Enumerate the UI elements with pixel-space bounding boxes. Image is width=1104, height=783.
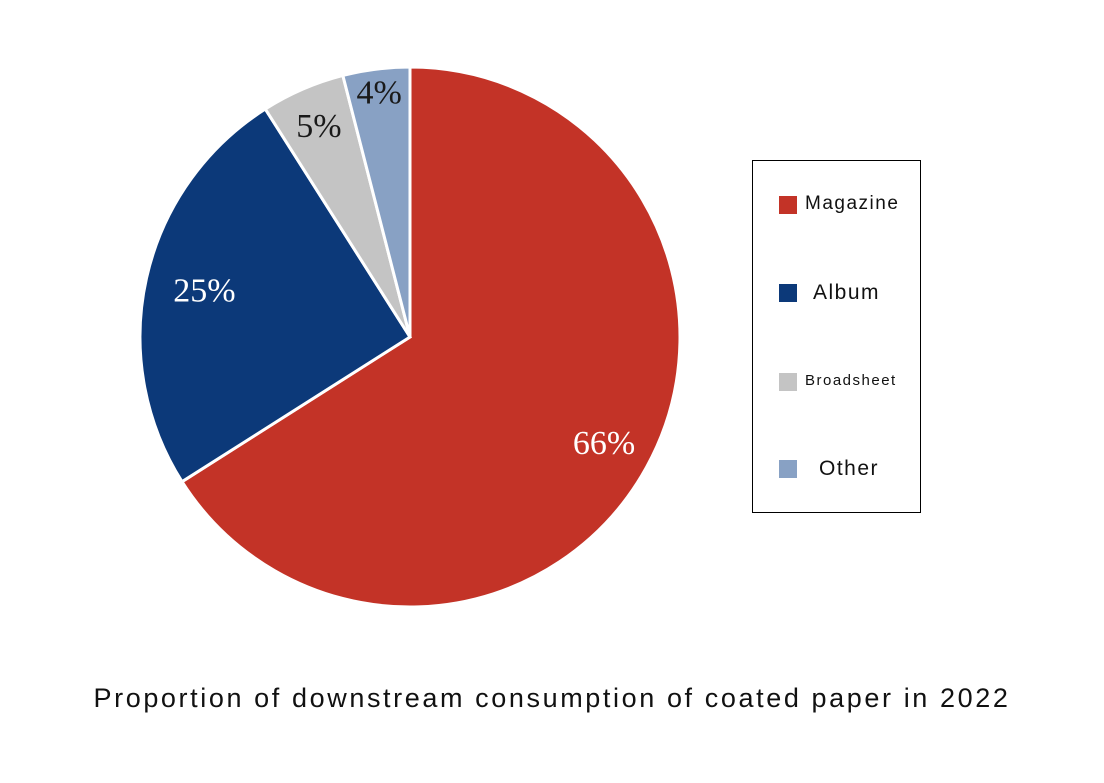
legend-item-album: Album [753,278,920,308]
legend-swatch-album [779,284,797,302]
pie-slice-album [138,106,413,484]
legend-item-magazine: Magazine [753,190,920,220]
pie-slice-magazine [179,65,682,609]
chart-title: Proportion of downstream consumption of … [93,683,1011,713]
slice-label-broadsheet: 5% [296,108,341,145]
legend-item-other: Other [753,454,920,484]
legend-label-other: Other [819,457,880,480]
legend-item-broadsheet: Broadsheet [753,367,920,397]
legend-swatch-broadsheet [779,373,797,391]
slice-label-album: 25% [173,273,235,310]
legend-label-broadsheet: Broadsheet [805,372,897,389]
legend-label-album: Album [813,281,881,304]
legend-swatch-magazine [779,196,797,214]
legend-label-magazine: Magazine [805,193,900,214]
slice-label-other: 4% [357,75,402,112]
legend: Magazine Album Broadsheet Other [752,160,921,513]
slice-label-magazine: 66% [573,425,635,462]
legend-swatch-other [779,460,797,478]
pie-slice-other [341,65,412,338]
